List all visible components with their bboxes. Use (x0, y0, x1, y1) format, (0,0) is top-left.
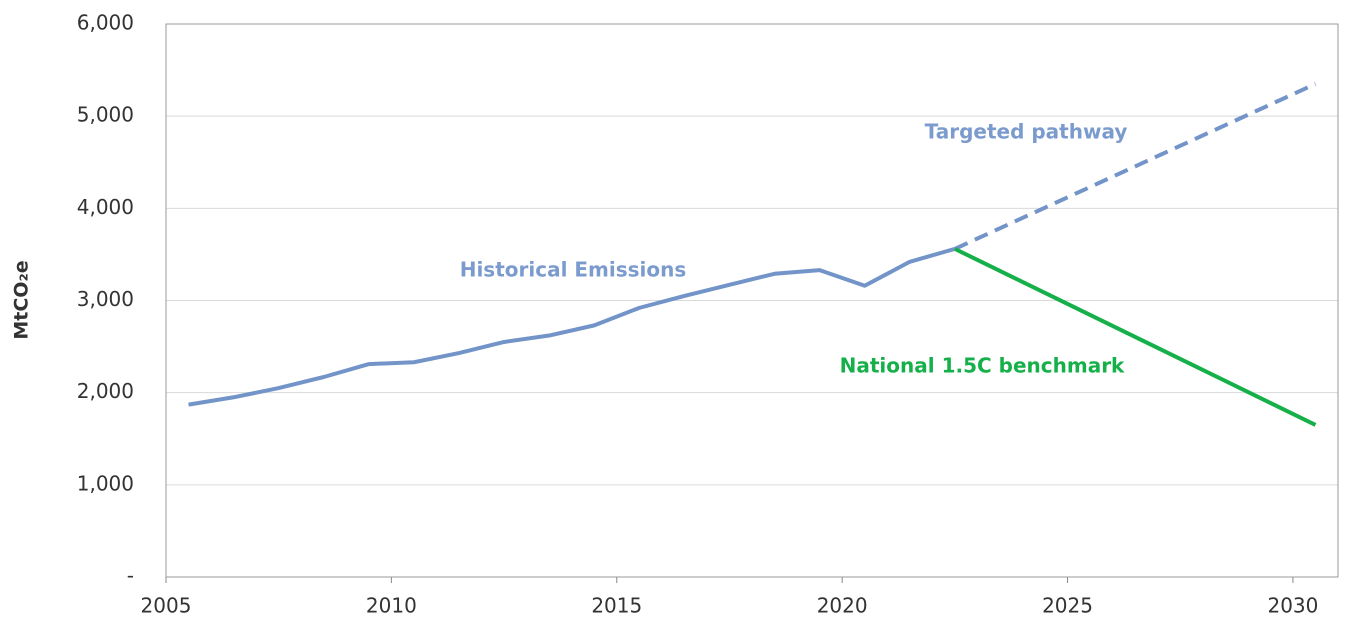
x-tick-label: 2010 (366, 594, 417, 618)
series-line (953, 247, 1317, 427)
series-label: Historical Emissions (460, 258, 687, 282)
y-tick-label: 5,000 (77, 103, 134, 127)
y-tick-label: 4,000 (77, 195, 134, 219)
series-label: Targeted pathway (925, 120, 1128, 144)
plot-border (165, 23, 1339, 578)
y-tick-label: 1,000 (77, 471, 134, 495)
y-tick-label: - (127, 564, 134, 588)
series-line (954, 82, 1317, 251)
series-label: National 1.5C benchmark (840, 354, 1125, 378)
y-tick-label: 2,000 (77, 379, 134, 403)
x-tick-label: 2030 (1267, 594, 1318, 618)
y-tick-label: 6,000 (77, 11, 134, 35)
y-axis-label: MtCO₂e (11, 260, 33, 339)
y-tick-label: 3,000 (77, 287, 134, 311)
x-tick-label: 2020 (817, 594, 868, 618)
x-tick-label: 2005 (141, 594, 192, 618)
x-tick-label: 2015 (591, 594, 642, 618)
x-tick-label: 2025 (1042, 594, 1093, 618)
series-line (188, 246, 956, 407)
